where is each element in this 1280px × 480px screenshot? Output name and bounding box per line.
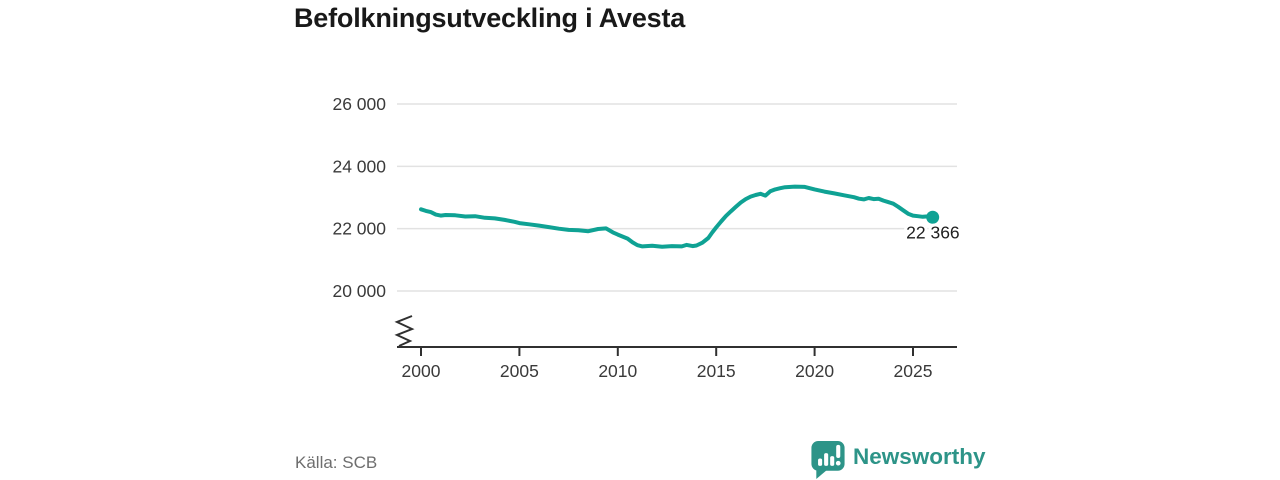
x-tick-label: 2025 [894, 361, 933, 381]
y-tick-label: 26 000 [332, 94, 386, 114]
x-tick-label: 2010 [598, 361, 637, 381]
end-value-label: 22 366 [906, 222, 960, 242]
y-tick-label: 22 000 [332, 219, 386, 239]
chart-title: Befolkningsutveckling i Avesta [294, 3, 686, 33]
y-tick-label: 20 000 [332, 281, 386, 301]
newsworthy-wordmark: Newsworthy [853, 444, 986, 469]
newsworthy-logo-icon [811, 440, 845, 479]
axis-break-icon [394, 315, 415, 347]
x-tick-label: 2005 [500, 361, 539, 381]
x-tick-label: 2015 [697, 361, 736, 381]
newsworthy-logo: Newsworthy [810, 440, 986, 479]
y-tick-label: 24 000 [332, 156, 386, 176]
source-label: Källa: SCB [295, 453, 378, 472]
x-tick-label: 2020 [795, 361, 834, 381]
end-point-marker [926, 210, 940, 224]
data-series-line [419, 184, 935, 249]
x-tick-label: 2000 [402, 361, 441, 381]
